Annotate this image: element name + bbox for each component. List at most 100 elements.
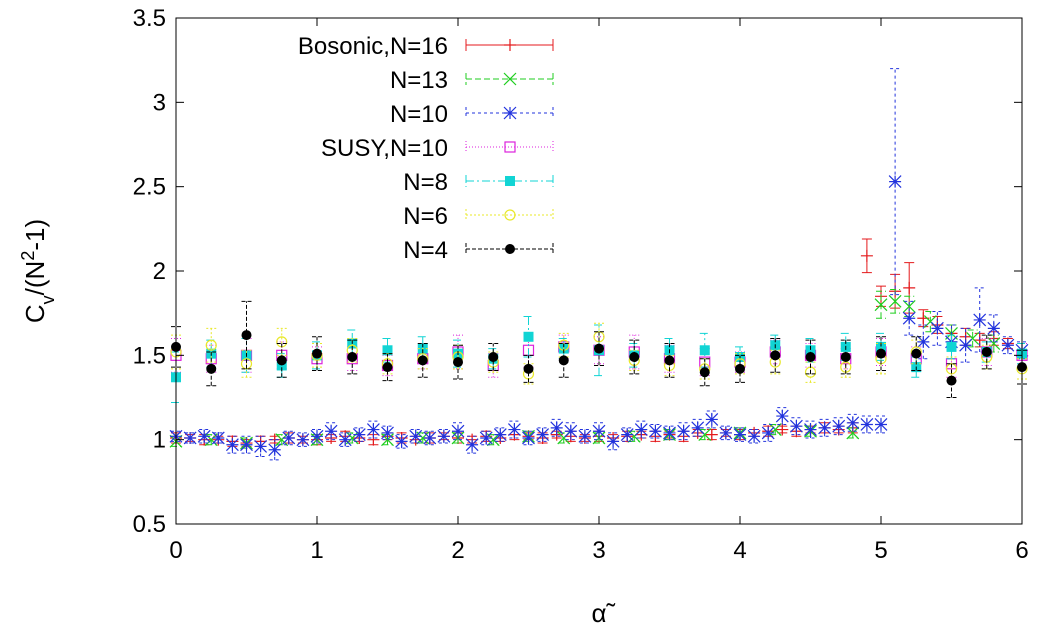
data-point bbox=[840, 352, 851, 363]
data-point bbox=[719, 426, 733, 440]
data-point bbox=[699, 367, 710, 378]
data-point bbox=[205, 339, 217, 351]
y-axis-label-sub: v bbox=[38, 295, 58, 304]
data-point bbox=[648, 424, 662, 438]
y-tick-label: 3 bbox=[153, 89, 166, 116]
error-bar bbox=[276, 343, 287, 378]
legend-line bbox=[465, 141, 554, 153]
error-bar bbox=[770, 337, 781, 373]
y-tick-label: 2.5 bbox=[133, 174, 166, 201]
legend-label: SUSY,N=10 bbox=[321, 135, 448, 162]
data-point bbox=[930, 321, 944, 335]
legend-sample-2 bbox=[465, 106, 554, 120]
data-point bbox=[946, 341, 957, 352]
legend-marker bbox=[504, 209, 516, 221]
data-point bbox=[409, 429, 423, 443]
data-point bbox=[606, 434, 620, 448]
error-bar bbox=[932, 310, 943, 346]
error-bar bbox=[269, 439, 280, 461]
data-point bbox=[296, 433, 310, 447]
data-point bbox=[225, 438, 239, 452]
data-point bbox=[776, 423, 789, 436]
error-bar bbox=[488, 353, 499, 378]
data-point bbox=[973, 313, 987, 327]
data-point bbox=[381, 426, 394, 440]
data-point bbox=[1001, 338, 1015, 352]
error-bar bbox=[558, 343, 569, 378]
data-point bbox=[558, 355, 569, 366]
data-point bbox=[382, 345, 393, 356]
legend-sample-6 bbox=[465, 243, 554, 255]
series-1 bbox=[169, 289, 1001, 450]
data-point bbox=[268, 443, 282, 457]
data-point bbox=[946, 375, 957, 386]
error-bar bbox=[967, 329, 978, 348]
error-bar bbox=[918, 324, 929, 360]
data-point bbox=[987, 321, 1001, 335]
data-point bbox=[876, 348, 886, 359]
error-bar bbox=[347, 339, 358, 375]
series-layer bbox=[169, 68, 1029, 461]
data-point bbox=[197, 429, 211, 443]
data-point bbox=[888, 175, 902, 189]
y-tick-label: 3.5 bbox=[133, 5, 166, 32]
error-bar bbox=[1017, 349, 1027, 385]
error-bar bbox=[312, 336, 322, 372]
data-point bbox=[211, 431, 225, 445]
error-bar bbox=[206, 327, 217, 363]
data-point bbox=[805, 345, 816, 356]
error-bar bbox=[805, 339, 816, 375]
data-point bbox=[366, 423, 380, 436]
data-point bbox=[550, 421, 564, 435]
legend-label: N=10 bbox=[390, 101, 448, 128]
error-bar bbox=[347, 337, 358, 363]
y-tick-label: 1.5 bbox=[133, 342, 166, 369]
data-point bbox=[310, 429, 324, 443]
data-point bbox=[338, 433, 352, 447]
data-point bbox=[453, 357, 463, 368]
data-point bbox=[183, 431, 197, 445]
error-bar bbox=[629, 339, 640, 375]
y-tick-label: 2 bbox=[153, 258, 166, 285]
legend-marker bbox=[503, 106, 517, 120]
data-point bbox=[735, 363, 745, 374]
error-bar bbox=[594, 331, 604, 366]
legend-label: N=4 bbox=[403, 237, 448, 264]
data-point bbox=[733, 428, 747, 442]
error-bar bbox=[911, 336, 922, 372]
data-point bbox=[522, 431, 535, 445]
data-point bbox=[493, 428, 507, 442]
legend-marker bbox=[504, 141, 516, 153]
data-point bbox=[916, 335, 930, 349]
x-tick-label: 4 bbox=[733, 537, 746, 564]
legend-label: N=13 bbox=[390, 67, 448, 94]
data-point bbox=[903, 281, 916, 294]
data-point bbox=[578, 429, 592, 443]
data-point bbox=[536, 428, 550, 442]
data-point bbox=[874, 418, 888, 431]
data-point bbox=[451, 424, 465, 438]
series-0 bbox=[170, 238, 1014, 450]
error-bar bbox=[664, 343, 675, 378]
data-point bbox=[423, 431, 437, 445]
data-point bbox=[818, 421, 832, 435]
y-axis-label-sup: 2 bbox=[18, 251, 38, 261]
data-point bbox=[381, 433, 394, 447]
data-point bbox=[240, 438, 253, 452]
data-point bbox=[860, 418, 874, 431]
data-point bbox=[282, 431, 296, 445]
data-point bbox=[888, 294, 902, 308]
data-point bbox=[959, 338, 973, 352]
legend-sample-1 bbox=[465, 72, 554, 86]
data-point bbox=[620, 428, 634, 442]
data-point bbox=[770, 350, 781, 361]
legend-sample-5 bbox=[465, 209, 554, 221]
error-bar bbox=[664, 344, 675, 373]
data-point bbox=[592, 424, 606, 438]
legend-line bbox=[465, 73, 554, 85]
legend-marker bbox=[504, 39, 516, 51]
error-bar bbox=[960, 327, 971, 363]
data-point bbox=[523, 363, 534, 374]
data-point bbox=[860, 249, 873, 262]
